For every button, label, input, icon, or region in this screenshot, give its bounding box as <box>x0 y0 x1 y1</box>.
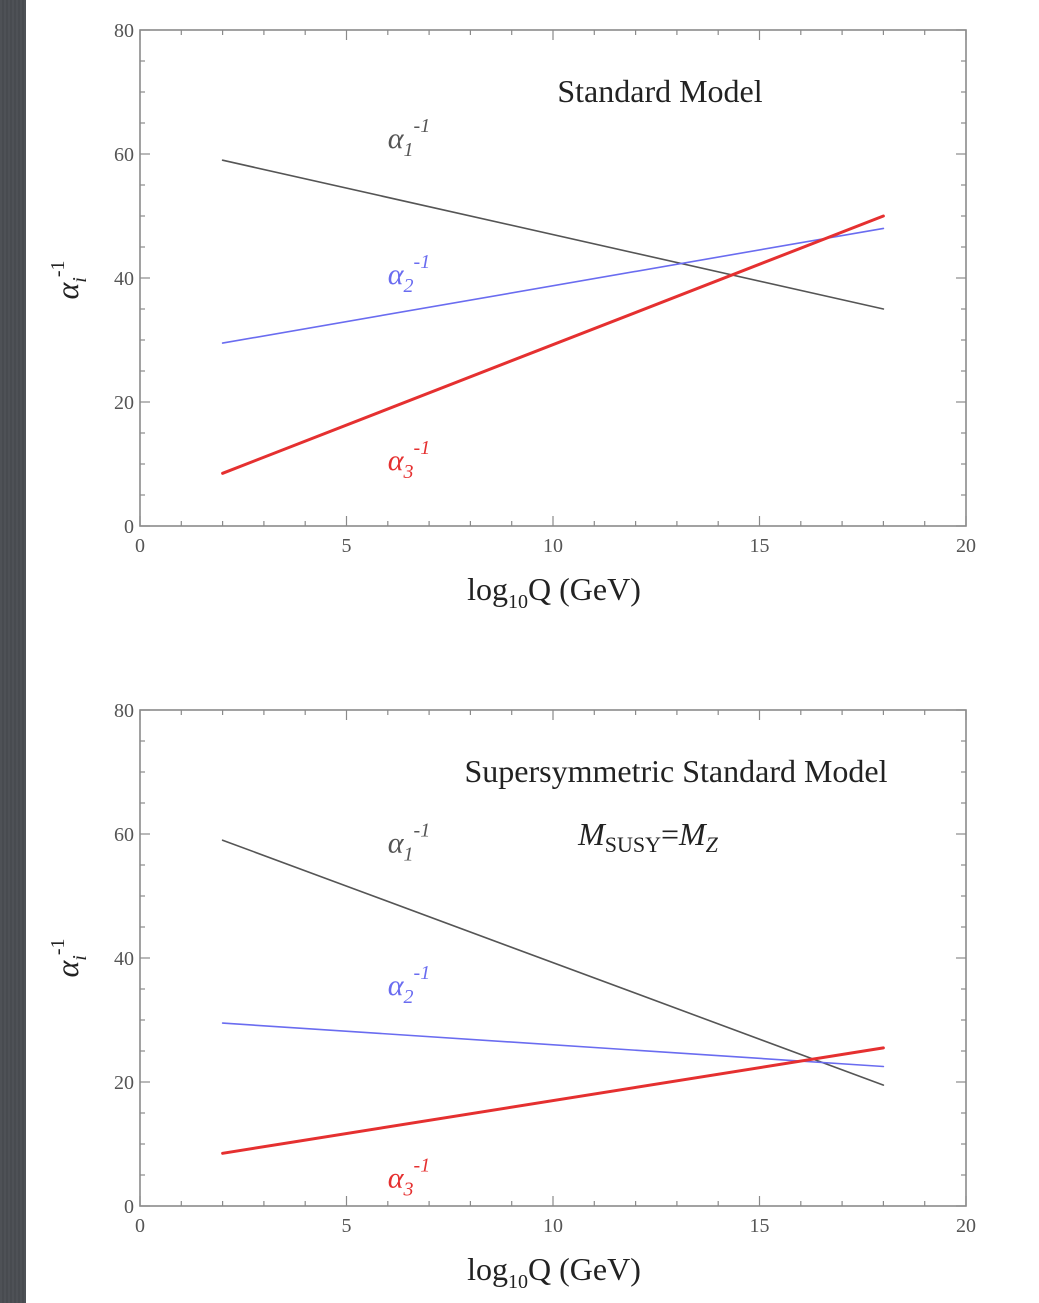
y-tick-label: 20 <box>114 1072 134 1094</box>
y-tick-label: 20 <box>114 392 134 414</box>
y-tick-label: 40 <box>114 948 134 970</box>
series-label-alpha1: α1-1 <box>388 115 430 161</box>
series-line-alpha1 <box>221 839 885 1086</box>
chart-title: Supersymmetric Standard Model <box>464 753 887 789</box>
series-label-alpha2: α2-1 <box>388 251 430 297</box>
series-line-alpha1 <box>221 159 885 310</box>
chart-subtitle: MSUSY=MZ <box>577 816 719 857</box>
x-tick-label: 10 <box>543 1215 563 1237</box>
x-tick-label: 15 <box>750 535 770 557</box>
y-axis-title: αi-1 <box>47 938 91 977</box>
x-tick-label: 20 <box>956 1215 976 1237</box>
series-label-alpha2: α2-1 <box>388 962 430 1008</box>
series-line-alpha2 <box>221 227 885 344</box>
series-line-alpha3 <box>221 214 885 475</box>
y-tick-label: 60 <box>114 824 134 846</box>
y-tick-label: 80 <box>114 20 134 42</box>
chart-2: 0 5 10 15 20 0 20 40 60 80 Supersymmetric Standard… <box>47 700 976 1293</box>
x-tick-label: 5 <box>342 535 352 557</box>
series-line-alpha3 <box>221 1046 885 1155</box>
plot-frame <box>139 29 967 527</box>
y-tick-label: 80 <box>114 700 134 722</box>
series-line-alpha2 <box>221 1022 885 1068</box>
x-tick-label: 15 <box>750 1215 770 1237</box>
x-tick-label: 10 <box>543 535 563 557</box>
x-axis-title: log10Q (GeV) <box>467 1251 641 1293</box>
chart-1: 0 5 10 15 20 0 20 40 60 80 Standard Model log10Q (G… <box>47 20 976 613</box>
x-tick-label: 0 <box>135 535 145 557</box>
y-tick-label: 0 <box>124 1196 134 1218</box>
y-tick-label: 60 <box>114 144 134 166</box>
series-label-alpha3: α3-1 <box>388 437 430 483</box>
x-tick-label: 0 <box>135 1215 145 1237</box>
series-label-alpha1: α1-1 <box>388 820 430 866</box>
y-tick-label: 40 <box>114 268 134 290</box>
x-tick-label: 5 <box>342 1215 352 1237</box>
coupling-running-charts: 0 5 10 15 20 0 20 40 60 80 Standard Model log10Q (G… <box>47 20 976 1293</box>
chart-title: Standard Model <box>557 73 762 109</box>
y-tick-label: 0 <box>124 516 134 538</box>
figure-panel: 0 5 10 15 20 0 20 40 60 80 Standard Model log10Q (G… <box>26 0 1039 1303</box>
x-tick-label: 20 <box>956 535 976 557</box>
series-label-alpha3: α3-1 <box>388 1154 430 1200</box>
y-axis-title: αi-1 <box>47 260 91 299</box>
x-axis-title: log10Q (GeV) <box>467 571 641 613</box>
